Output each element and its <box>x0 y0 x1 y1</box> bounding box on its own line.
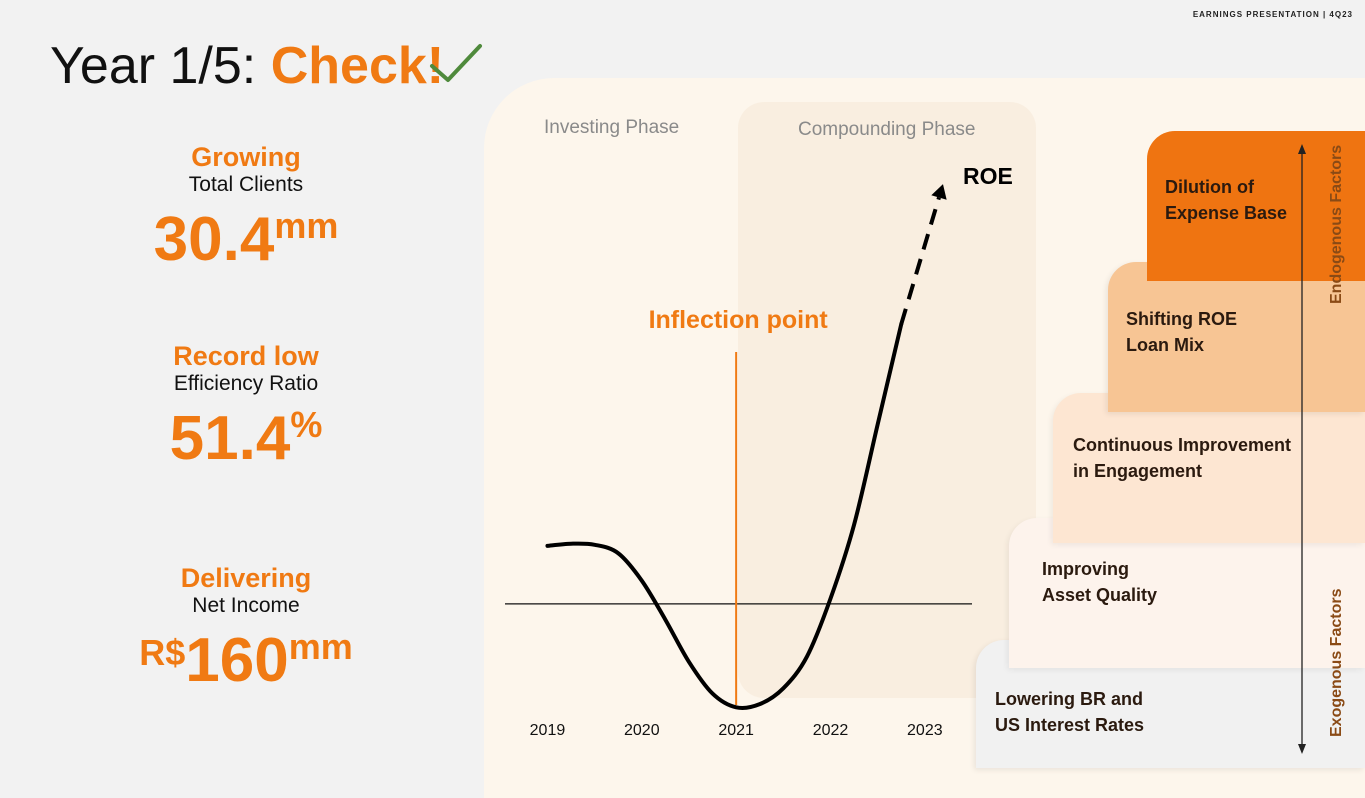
kpi-unit: % <box>290 404 323 445</box>
kpi-total-clients: Growing Total Clients 30.4mm <box>110 142 382 272</box>
presentation-tag: EARNINGS PRESENTATION | 4Q23 <box>1192 10 1353 19</box>
kpi-subtitle: Efficiency Ratio <box>173 372 319 395</box>
roe-line <box>545 322 904 711</box>
factor-step-label: Lowering BR and US Interest Rates <box>995 689 1145 735</box>
kpi-unit: mm <box>288 626 353 667</box>
title-accent: Check! <box>270 37 445 95</box>
title-prefix: Year 1/5: <box>50 37 271 95</box>
kpi-subtitle: Net Income <box>192 594 300 617</box>
x-tick-label: 2020 <box>624 722 660 739</box>
inflection-label: Inflection point <box>649 306 829 334</box>
slide-title: Year 1/5: Check! <box>50 34 444 98</box>
roe-projection-line <box>899 196 941 325</box>
factor-step-asset-quality: Improving Asset Quality <box>1009 518 1365 668</box>
kpi-net-income: Delivering Net Income R$160mm <box>110 563 382 693</box>
kpi-subtitle: Total Clients <box>188 173 304 196</box>
kpi-headline: Record low <box>173 341 319 371</box>
kpi-headline: Delivering <box>180 563 312 593</box>
x-tick-label: 2023 <box>907 722 943 739</box>
factor-step-label: Improving Asset Quality <box>1042 559 1158 605</box>
roe-series-label: ROE <box>963 163 1013 189</box>
x-tick-label: 2022 <box>813 722 849 739</box>
investing-phase-label: Investing Phase <box>544 117 680 138</box>
roe-arrowhead <box>931 184 947 200</box>
kpi-prefix: R$ <box>139 632 186 673</box>
factor-step-label: Continuous Improvement in Engagement <box>1073 435 1292 481</box>
kpi-number: 160 <box>185 626 289 695</box>
kpi-efficiency-ratio: Record low Efficiency Ratio 51.4% <box>110 341 382 471</box>
factor-step-engagement: Continuous Improvement in Engagement <box>1053 393 1365 543</box>
factor-step-loan-mix: Shifting ROE Loan Mix <box>1108 262 1365 412</box>
x-tick-label: 2021 <box>718 722 754 739</box>
x-tick-label: 2019 <box>530 722 566 739</box>
endogenous-factors-label: Endogenous Factors <box>1328 144 1345 304</box>
exogenous-factors-label: Exogenous Factors <box>1328 588 1345 737</box>
kpi-value: 30.4mm <box>110 205 382 274</box>
factor-step-expense-base: Dilution of Expense Base <box>1147 131 1365 281</box>
compounding-phase-background <box>738 102 1036 698</box>
factor-step-label: Dilution of Expense Base <box>1165 177 1288 223</box>
kpi-headline: Growing <box>191 142 301 172</box>
compounding-phase-label: Compounding Phase <box>798 119 976 140</box>
factor-step-label: Shifting ROE Loan Mix <box>1126 309 1237 355</box>
kpi-number: 51.4 <box>169 404 291 473</box>
roe-chart: Inflection point ROE 2019 2020 2021 2022 2023 <box>505 163 1013 739</box>
checkmark-icon <box>430 44 482 82</box>
factors-axis-arrow <box>1298 144 1306 754</box>
kpi-number: 30.4 <box>153 205 275 274</box>
kpi-value: R$160mm <box>110 626 382 695</box>
kpi-unit: mm <box>274 205 339 246</box>
kpi-value: 51.4% <box>110 404 382 473</box>
